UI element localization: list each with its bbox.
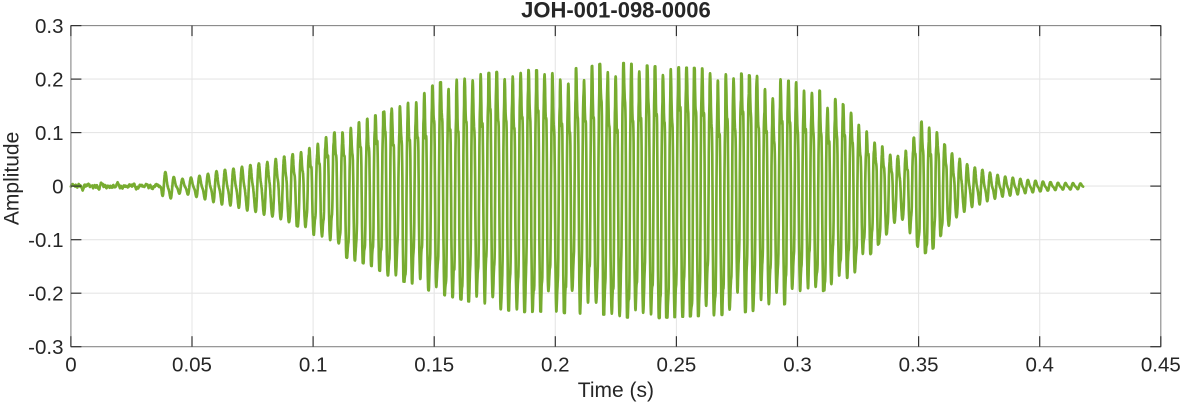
svg-text:0.3: 0.3	[35, 15, 64, 38]
svg-text:-0.1: -0.1	[28, 229, 63, 252]
svg-text:Time (s): Time (s)	[578, 379, 654, 402]
svg-text:0.3: 0.3	[783, 354, 812, 377]
svg-text:0.1: 0.1	[35, 122, 64, 145]
svg-text:0: 0	[52, 175, 63, 198]
svg-text:JOH-001-098-0006: JOH-001-098-0006	[521, 0, 711, 23]
svg-text:-0.2: -0.2	[28, 283, 63, 306]
svg-text:-0.3: -0.3	[28, 336, 63, 359]
svg-text:0.4: 0.4	[1025, 354, 1054, 377]
svg-text:0.15: 0.15	[414, 354, 454, 377]
svg-text:0: 0	[65, 354, 76, 377]
svg-text:0.05: 0.05	[172, 354, 212, 377]
svg-text:0.35: 0.35	[899, 354, 939, 377]
svg-text:0.25: 0.25	[656, 354, 696, 377]
svg-text:0.2: 0.2	[541, 354, 570, 377]
svg-text:0.2: 0.2	[35, 68, 64, 91]
svg-text:Amplitude: Amplitude	[1, 132, 24, 225]
svg-text:0.45: 0.45	[1141, 354, 1181, 377]
svg-text:0.1: 0.1	[299, 354, 328, 377]
